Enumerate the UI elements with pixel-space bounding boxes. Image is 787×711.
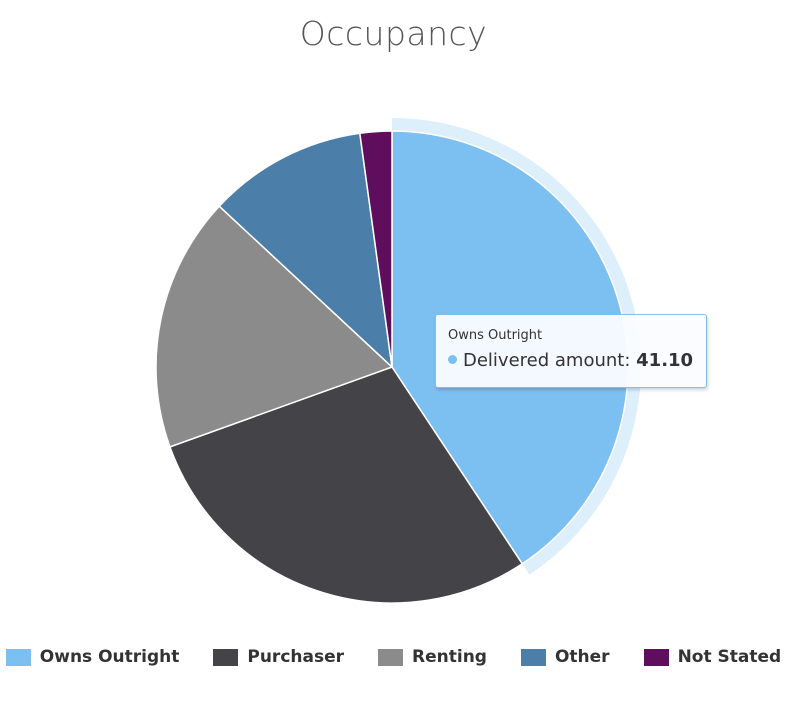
- legend-swatch: [5, 648, 31, 666]
- legend-item-not-stated[interactable]: Not Stated: [643, 647, 782, 667]
- pie-slices: [155, 130, 629, 604]
- legend-item-purchaser[interactable]: Purchaser: [213, 647, 344, 667]
- legend-swatch: [213, 648, 239, 666]
- pie-slice-other[interactable]: [218, 132, 393, 368]
- legend-item-owns-outright[interactable]: Owns Outright: [5, 647, 180, 667]
- pie-slice-purchaser[interactable]: [169, 366, 524, 604]
- pie-slice-renting[interactable]: [155, 205, 393, 448]
- legend-swatch: [378, 648, 404, 666]
- tooltip-series-label: Delivered amount: [463, 350, 625, 371]
- legend-label: Other: [554, 647, 610, 667]
- legend-swatch: [520, 648, 546, 666]
- legend-label: Owns Outright: [39, 647, 180, 667]
- tooltip-header: Owns Outright: [448, 328, 543, 343]
- legend-label: Not Stated: [677, 647, 782, 667]
- tooltip-row: Delivered amount: 41.10: [448, 350, 706, 371]
- pie-slice-not-stated[interactable]: [359, 130, 393, 368]
- legend-item-renting[interactable]: Renting: [378, 647, 487, 667]
- legend-swatch: [643, 648, 669, 666]
- legend: Owns Outright Purchaser Renting Other Not St…: [0, 647, 787, 667]
- tooltip-series-dot: [448, 355, 457, 364]
- legend-item-other[interactable]: Other: [520, 647, 610, 667]
- tooltip-value: 41.10: [636, 350, 694, 371]
- legend-label: Purchaser: [247, 647, 345, 667]
- legend-label: Renting: [412, 647, 487, 667]
- tooltip: Owns Outright Delivered amount: 41.10: [435, 314, 707, 388]
- chart-title: Occupancy: [299, 14, 488, 53]
